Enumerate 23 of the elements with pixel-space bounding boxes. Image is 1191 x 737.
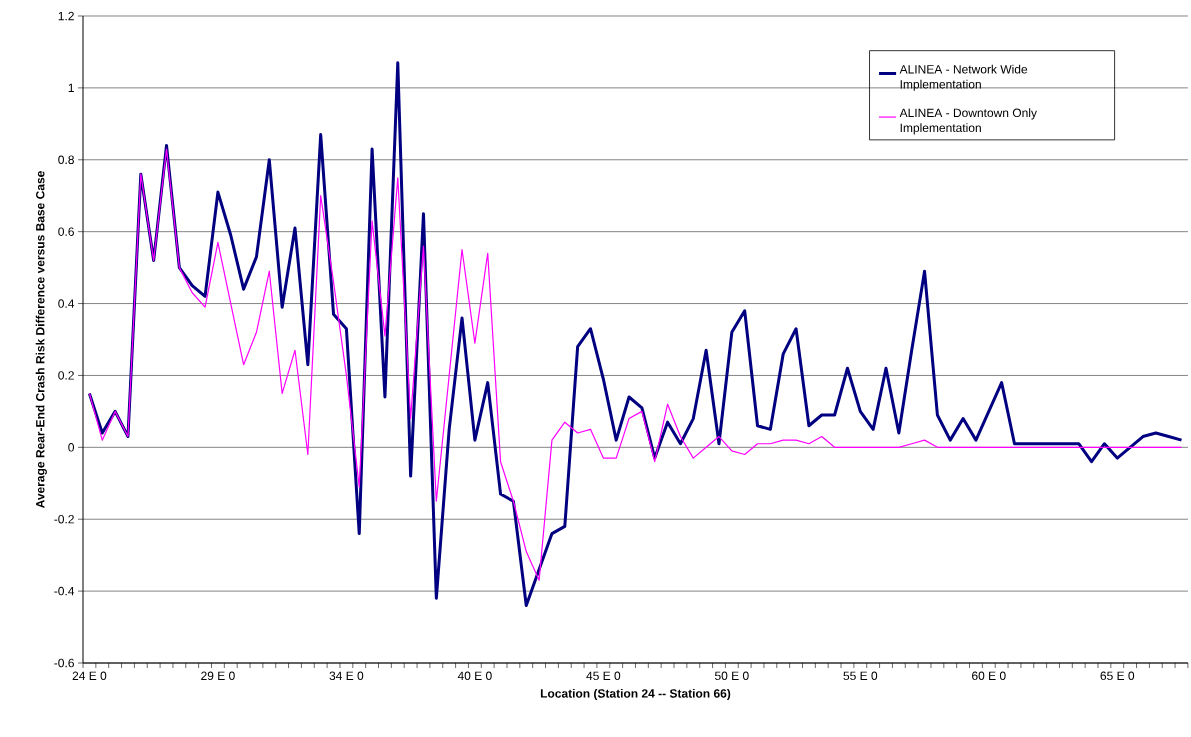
x-tick-label: 40 E 0 [457,671,492,681]
y-tick-label: 0.4 [58,299,75,308]
y-tick-label: -0.6 [54,658,74,668]
y-axis-title: Average Rear-End Crash Risk Difference versus Base Case [35,171,47,509]
y-tick-label: -0.4 [54,586,75,596]
y-tick-label: -0.2 [54,514,74,524]
y-tick-label: 0.8 [58,155,74,165]
x-tick-label: 60 E 0 [972,671,1006,681]
x-tick-label: 55 E 0 [843,671,878,681]
y-tick-label: 0 [68,443,75,452]
x-axis-title: Location (Station 24 -- Station 66) [540,688,731,701]
x-tick-label: 24 E 0 [72,671,107,681]
x-tick-label: 29 E 0 [201,671,235,681]
legend-label: ALINEA - Downtown Only Implementation [899,108,1037,135]
y-tick-label: 1.2 [58,11,74,21]
y-tick-label: 1 [68,83,74,93]
x-tick-label: 34 E 0 [329,671,364,681]
legend-label: ALINEA - Network Wide Implementation [899,64,1028,91]
x-tick-label: 50 E 0 [714,671,749,681]
y-tick-label: 0.2 [58,371,74,380]
y-tick-label: 0.6 [58,227,74,236]
x-tick-label: 45 E 0 [586,671,621,681]
x-tick-label: 65 E 0 [1100,671,1135,681]
